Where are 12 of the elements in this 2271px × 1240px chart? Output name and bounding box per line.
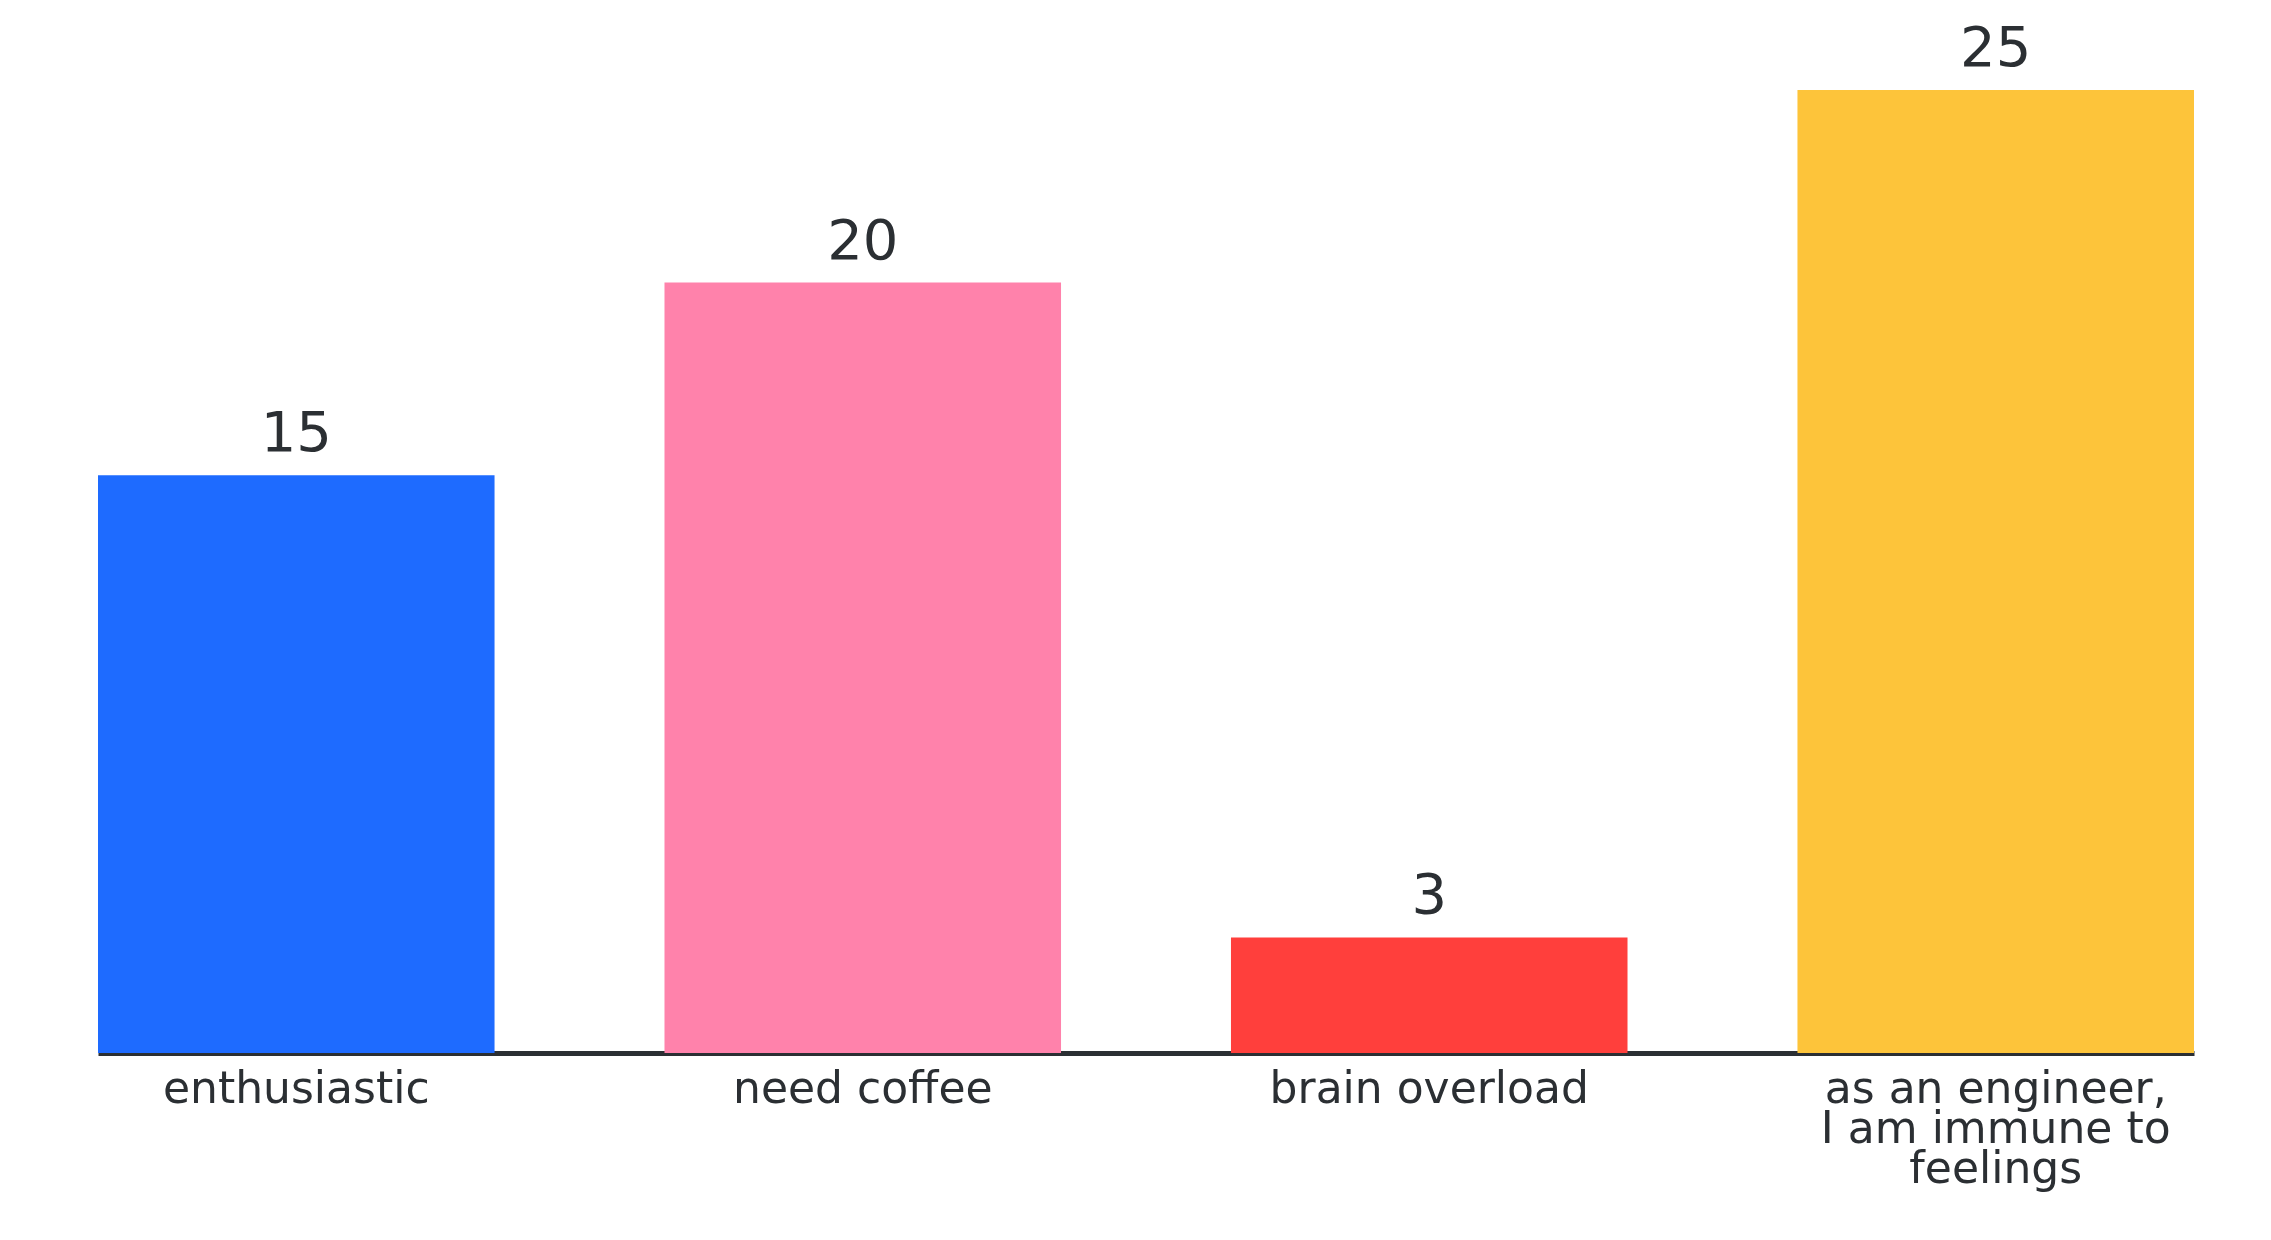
- bar: [1230, 937, 1628, 1053]
- x-tick-label: brain overload: [1269, 1061, 1589, 1113]
- x-tick-label: enthusiastic: [162, 1061, 430, 1113]
- data-label: 3: [1411, 861, 1448, 927]
- bar: [98, 475, 495, 1053]
- bar: [1797, 90, 2194, 1053]
- bar: [664, 282, 1062, 1053]
- x-tick-label: as an engineer, I am immune to feelings: [1820, 1061, 2171, 1193]
- data-label: 25: [1960, 14, 2032, 79]
- x-tick-label: need coffee: [733, 1061, 993, 1113]
- data-label: 15: [260, 399, 332, 465]
- data-label: 20: [827, 206, 899, 272]
